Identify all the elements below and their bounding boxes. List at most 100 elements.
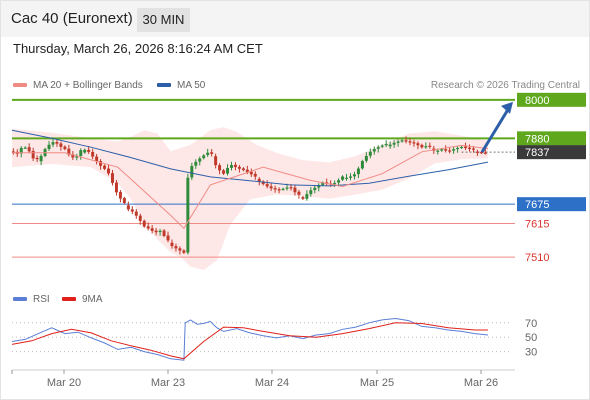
- ma20-legend-label: MA 20 + Bollinger Bands: [33, 80, 143, 91]
- candle-body: [368, 151, 372, 156]
- timestamp: Thursday, March 26, 2026 8:16:24 AM CET: [13, 41, 263, 56]
- candle-body: [87, 149, 91, 153]
- candle-body: [146, 226, 150, 229]
- candle-body: [420, 144, 424, 148]
- candle-body: [253, 173, 257, 177]
- candle-body: [51, 142, 55, 145]
- rsi-swatch: [13, 297, 27, 302]
- ma50-swatch: [157, 83, 171, 88]
- candle-body: [428, 145, 432, 147]
- candle-body: [31, 150, 35, 159]
- candle-body: [313, 187, 317, 191]
- candle-body: [285, 187, 289, 189]
- candle-body: [67, 148, 71, 155]
- candle-body: [79, 150, 83, 156]
- candle-body: [210, 152, 214, 154]
- candle-body: [75, 156, 79, 158]
- candle-body: [59, 143, 63, 147]
- candle-body: [182, 250, 186, 253]
- candle-body: [464, 146, 468, 149]
- candle-body: [114, 182, 118, 193]
- candle-body: [226, 168, 230, 174]
- candle-body: [408, 141, 412, 143]
- candle-body: [214, 156, 218, 166]
- level-label-7837: 7837: [525, 147, 549, 159]
- candle-body: [467, 147, 471, 149]
- candle-body: [301, 197, 305, 199]
- candle-body: [237, 166, 241, 169]
- rsi-panel: 70 50 30: [11, 318, 537, 361]
- candle-body: [392, 142, 396, 145]
- candle-body: [198, 158, 202, 162]
- x-tick-label: Mar 26: [464, 377, 498, 389]
- ma50-legend: MA 50: [157, 80, 205, 91]
- candle-body: [372, 149, 376, 152]
- level-label-7675: 7675: [525, 199, 549, 211]
- candle-body: [348, 176, 352, 178]
- candle-body: [424, 146, 428, 148]
- candle-body: [400, 140, 404, 142]
- candle-body: [471, 148, 475, 150]
- x-tick-label: Mar 20: [47, 377, 81, 389]
- rsi-tick-50: 50: [525, 332, 537, 344]
- candle-body: [126, 205, 130, 210]
- candle-body: [265, 184, 269, 187]
- candle-body: [110, 173, 114, 183]
- arrow-shaft: [480, 107, 511, 153]
- candle-body: [186, 177, 190, 253]
- level-badge-7837: [517, 145, 586, 160]
- level-badge-7880: [517, 131, 586, 146]
- candle-body: [107, 168, 111, 174]
- candle-body: [154, 230, 158, 233]
- candle-body: [475, 151, 479, 153]
- projection-arrow: [480, 101, 513, 153]
- ma9-legend: 9MA: [62, 294, 103, 305]
- candle-body: [293, 187, 297, 193]
- x-tick-label: Mar 24: [255, 377, 289, 389]
- candle-body: [11, 151, 15, 153]
- candle-body: [142, 220, 146, 227]
- candle-body: [277, 189, 281, 191]
- candle-body: [273, 188, 277, 190]
- candle-body: [289, 187, 293, 189]
- x-tick-label: Mar 23: [151, 377, 185, 389]
- candle-body: [341, 176, 345, 180]
- candle-body: [448, 150, 452, 152]
- candle-body: [317, 185, 321, 188]
- candle-body: [297, 191, 301, 195]
- candle-body: [241, 168, 245, 171]
- candle-body: [269, 186, 273, 189]
- ma20-swatch: [13, 83, 27, 88]
- level-badge-8000: [517, 92, 586, 107]
- rsi-legend: RSI: [13, 294, 50, 305]
- candle-body: [412, 142, 416, 144]
- candle-body: [376, 147, 380, 149]
- ma9-swatch: [62, 297, 76, 302]
- candle-body: [483, 152, 487, 154]
- candle-body: [479, 152, 483, 154]
- candle-body: [356, 168, 360, 175]
- candle-body: [233, 164, 237, 168]
- candle-body: [206, 152, 210, 155]
- candle-body: [122, 198, 126, 203]
- candle-body: [138, 215, 142, 221]
- candle-body: [218, 165, 222, 171]
- rsi-tick-70: 70: [525, 318, 537, 330]
- candle-body: [360, 161, 364, 169]
- candle-body: [333, 183, 337, 185]
- candle-body: [190, 165, 194, 178]
- candle-body: [63, 146, 67, 150]
- title-bar: Cac 40 (Euronext) 30 MIN: [1, 1, 589, 37]
- candle-body: [309, 190, 313, 195]
- candle-body: [305, 194, 309, 199]
- x-axis: Mar 20 Mar 23 Mar 24 Mar 25 Mar 26: [11, 369, 515, 389]
- level-label-7510: 7510: [525, 252, 549, 264]
- candle-body: [170, 242, 174, 247]
- candle-body: [261, 181, 265, 185]
- level-badge-7675: [517, 197, 586, 212]
- candle-body: [130, 209, 134, 212]
- timeframe-button[interactable]: 30 MIN: [137, 8, 190, 32]
- candle-body: [99, 161, 103, 166]
- candle-body: [162, 230, 166, 236]
